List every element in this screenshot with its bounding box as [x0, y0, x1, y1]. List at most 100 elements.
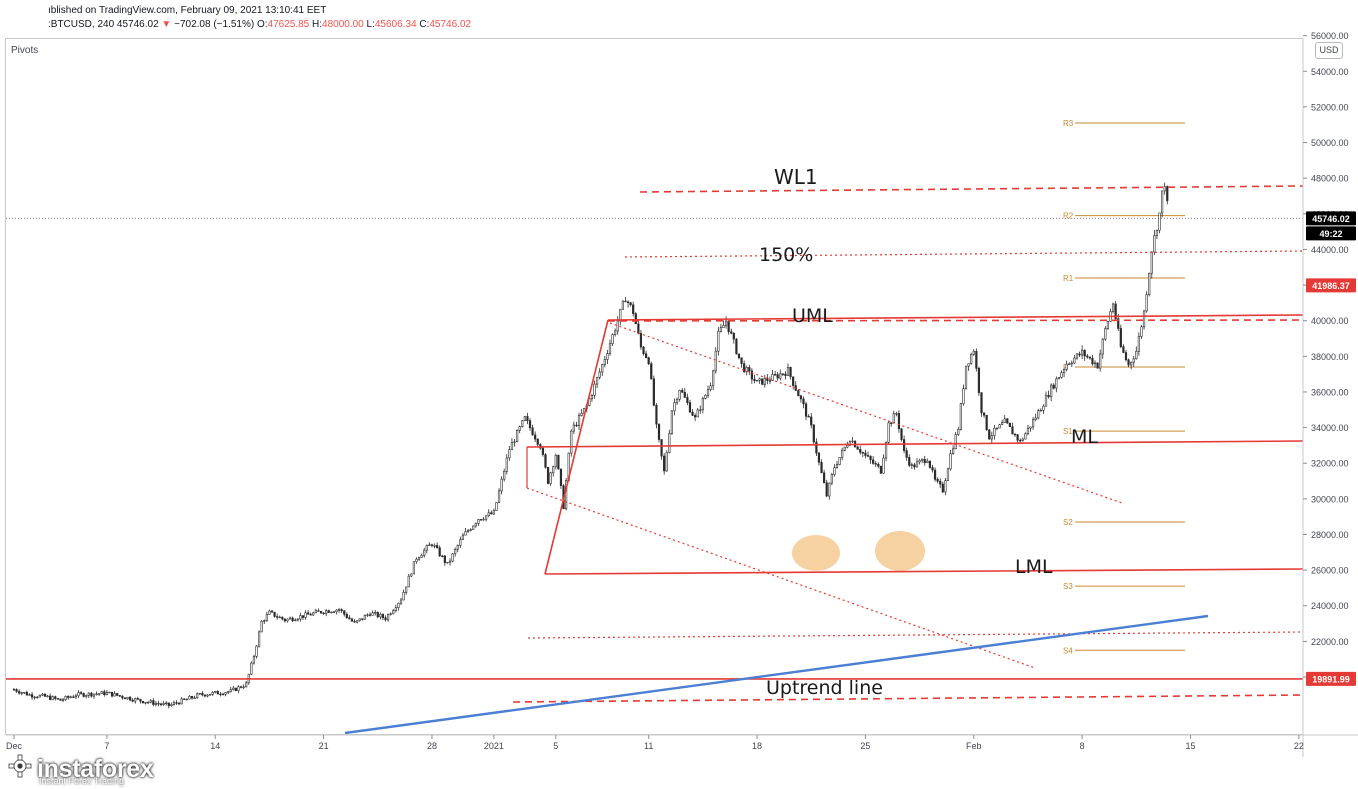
candle-body [428, 544, 431, 546]
candle-body [394, 607, 397, 611]
candle-body [678, 390, 681, 400]
candle-body [495, 502, 498, 511]
candle-body [650, 363, 653, 380]
candle-body [103, 691, 106, 696]
candle-body [694, 415, 697, 418]
candle-body [712, 370, 715, 387]
candle-body [183, 698, 186, 700]
candle-body [1124, 352, 1128, 361]
candle-body [900, 428, 903, 440]
y-tick-label: 30000.00 [1311, 494, 1349, 504]
close-value: 45746.02 [429, 19, 472, 30]
candle-body [593, 383, 596, 396]
candle-body [941, 483, 944, 493]
candle-body [121, 695, 124, 699]
open-value: 47625.85 [267, 19, 310, 30]
uptrend-line [344, 614, 1209, 734]
candle-body [472, 525, 475, 530]
candle-body [877, 463, 880, 467]
candle-body [933, 469, 937, 480]
candle-body [799, 395, 802, 400]
candle-body [699, 409, 702, 411]
candle-body [433, 545, 436, 547]
candle-body [1150, 251, 1153, 274]
candle-body [384, 617, 387, 621]
candle-body [332, 611, 336, 613]
plot-area: R4R3R2R1PS1S2S3S4 [6, 119, 1303, 734]
lower-dotted-line [527, 631, 1303, 639]
candle-body [1006, 418, 1009, 424]
candle-body [861, 452, 864, 454]
candle-body [356, 620, 359, 623]
candle-body [490, 512, 493, 515]
candle-body [652, 378, 655, 406]
candle-body [129, 696, 132, 701]
candle-body [64, 696, 67, 700]
candle-body [642, 346, 645, 355]
low-label: L: [366, 19, 375, 30]
candle-body [335, 609, 338, 613]
candle-body [438, 547, 441, 557]
candle-body [740, 357, 743, 364]
candle-body [554, 455, 557, 467]
candle-body [552, 466, 555, 474]
candle-body [518, 426, 521, 431]
candle-body [379, 614, 382, 618]
candle-body [283, 618, 287, 622]
candle-body [307, 612, 310, 615]
candle-body [263, 620, 266, 622]
candle-body [879, 465, 882, 474]
highlight-blob [875, 531, 925, 571]
candle-body [464, 531, 467, 536]
candle-body [675, 398, 679, 403]
candle-body [175, 702, 178, 704]
candle-body [608, 343, 612, 354]
candle-body [1166, 186, 1169, 202]
timer-tag: 49:22 [1319, 229, 1342, 239]
candle-body [190, 696, 194, 699]
candle-body [598, 371, 601, 378]
candle-body [1042, 405, 1045, 411]
candle-body [1155, 229, 1159, 236]
price-label-1-bg [1306, 671, 1356, 686]
candle-body [397, 602, 400, 608]
x-tick-label: 18 [752, 741, 762, 751]
candle-body [590, 395, 594, 400]
y-tick-label: 22000.00 [1311, 637, 1349, 647]
candle-body [1029, 426, 1032, 429]
candle-body [722, 325, 725, 328]
candle-body [340, 609, 343, 612]
candle-body [49, 695, 52, 700]
candle-body [412, 561, 416, 575]
candle-body [459, 539, 462, 546]
candle-body [1073, 357, 1076, 364]
y-tick-label: 44000.00 [1311, 245, 1349, 255]
x-tick-label: 21 [319, 741, 329, 751]
candle-body [949, 453, 952, 470]
candle-body [606, 353, 609, 360]
candle-body [611, 334, 614, 345]
currency-button[interactable]: USD [1315, 42, 1343, 59]
timer-tag-bg [1306, 226, 1356, 241]
candle-body [1078, 353, 1081, 356]
candle-body [1065, 363, 1068, 370]
pivots-indicator-label[interactable]: Pivots [11, 45, 39, 56]
candle-body [1021, 438, 1024, 441]
candle-body [508, 449, 511, 459]
candle-body [51, 696, 54, 700]
candle-body [668, 433, 671, 453]
candle-body [1142, 310, 1146, 328]
candle-body [629, 302, 632, 306]
candle-body [1132, 358, 1135, 363]
candle-body [887, 422, 890, 443]
candle-body [405, 586, 408, 593]
published-caption: ıblished on TradingView.com, February 09… [48, 5, 327, 16]
pivot-label: S1 [1063, 427, 1073, 436]
candle-body [890, 422, 893, 424]
y-tick-label: 40000.00 [1311, 316, 1349, 326]
y-tick-label: 56000.00 [1311, 31, 1349, 41]
y-tick-label: 48000.00 [1311, 174, 1349, 184]
candle-body [977, 367, 981, 393]
candle-body [838, 457, 841, 465]
